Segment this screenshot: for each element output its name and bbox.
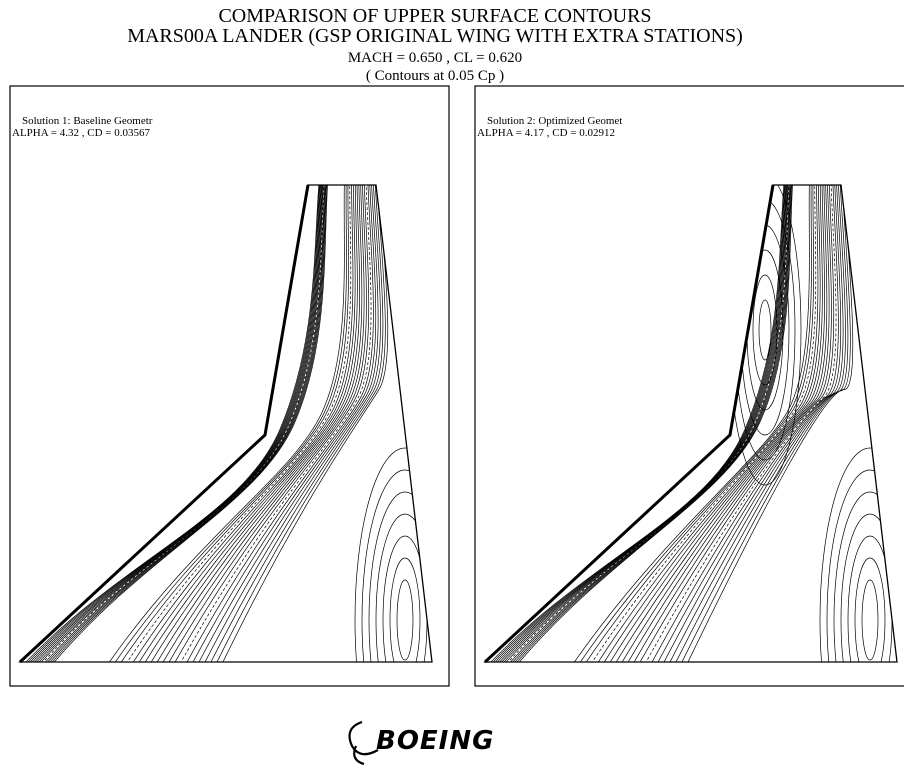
panel-label: Solution 1: Baseline Geometr — [22, 115, 153, 127]
contour-line — [197, 185, 379, 662]
contour-line — [52, 185, 329, 662]
contour-line — [508, 185, 791, 662]
contour-line — [45, 185, 327, 662]
conditions: MACH = 0.650 , CL = 0.620 — [348, 50, 522, 66]
contour-line — [28, 185, 321, 662]
leading-edge — [18, 184, 310, 664]
contour-line — [638, 185, 835, 662]
contour-line — [39, 185, 325, 662]
contour-line — [167, 185, 367, 662]
contour-line — [209, 185, 384, 662]
contour-line — [50, 185, 328, 662]
contour-line — [113, 185, 347, 662]
contour-loop — [840, 513, 897, 662]
contour-loop — [819, 447, 897, 662]
contours — [488, 185, 897, 662]
contour-line — [143, 185, 358, 662]
contour-loop — [375, 513, 432, 662]
contour-line — [602, 185, 821, 662]
contour-line — [32, 185, 323, 662]
contour-line — [493, 185, 786, 662]
contour-line — [30, 185, 322, 662]
contour-line — [125, 185, 352, 662]
contour-loop — [368, 491, 432, 662]
contour-line — [680, 185, 851, 662]
contour-line — [495, 185, 787, 662]
panel: Solution 2: Optimized Geomet ALPHA = 4.1… — [474, 85, 904, 687]
contour-line — [36, 185, 324, 662]
contour-line — [506, 185, 790, 662]
logo-text: BOEING — [376, 726, 494, 756]
contour-line — [650, 185, 839, 662]
contour-loop — [826, 469, 897, 662]
contour-line — [488, 185, 785, 662]
contour-line — [43, 185, 326, 662]
contour-line — [626, 185, 830, 662]
contour-loop — [854, 557, 886, 662]
contour-loop — [396, 579, 414, 661]
contour-loop — [361, 469, 432, 662]
contour-line — [512, 185, 792, 662]
contour-line — [47, 185, 327, 662]
contour-line — [572, 185, 810, 662]
contour-line — [149, 185, 360, 662]
logo-mark — [348, 720, 379, 766]
contour-line — [191, 185, 377, 662]
contour-line — [137, 185, 356, 662]
contour-loop — [752, 274, 778, 386]
contour-line — [686, 185, 854, 662]
panel-label: Solution 2: Optimized Geomet — [487, 115, 622, 127]
logo: BOEING — [348, 720, 494, 766]
contour-line — [501, 185, 789, 662]
panel-coefficients: ALPHA = 4.17 , CD = 0.02912 — [477, 127, 615, 139]
contour-line — [179, 185, 372, 662]
contour-line — [656, 185, 842, 662]
contours — [23, 185, 432, 662]
contour-line — [614, 185, 825, 662]
title-line: MARS00A LANDER (GSP ORIGINAL WING WITH E… — [127, 25, 743, 47]
panel: Solution 1: Baseline Geometr ALPHA = 4.3… — [9, 85, 450, 687]
contour-line — [590, 185, 817, 662]
contour-line — [185, 185, 374, 662]
contour-line — [161, 185, 365, 662]
contour-line — [517, 185, 794, 662]
contour-line — [644, 185, 837, 662]
contour-line — [510, 185, 792, 662]
contour-line — [155, 185, 363, 662]
contour-loop — [354, 447, 432, 662]
contour-loop — [758, 299, 772, 361]
contour-loop — [833, 491, 897, 662]
contour-line — [41, 185, 325, 662]
contour-line — [203, 185, 381, 662]
contour-line — [215, 185, 386, 662]
contour-loop — [389, 557, 421, 662]
contour-line — [34, 185, 323, 662]
contour-line — [620, 185, 828, 662]
contour-line — [173, 185, 370, 662]
contour-line — [504, 185, 790, 662]
contour-line — [23, 185, 320, 662]
contour-line — [490, 185, 786, 662]
contour-loop — [861, 579, 879, 661]
contour-line — [596, 185, 819, 662]
contour-line — [119, 185, 349, 662]
title-line: COMPARISON OF UPPER SURFACE CONTOURS — [218, 5, 651, 27]
contour-line — [499, 185, 788, 662]
leading-edge — [483, 184, 775, 664]
contour-line — [632, 185, 832, 662]
contour-line — [515, 185, 793, 662]
contour-note: ( Contours at 0.05 Cp ) — [366, 68, 504, 84]
panel-frame — [9, 85, 450, 687]
contour-line — [497, 185, 788, 662]
contour-line — [25, 185, 321, 662]
contour-line — [131, 185, 354, 662]
contour-line — [107, 185, 345, 662]
contour-line — [608, 185, 823, 662]
panel-coefficients: ALPHA = 4.32 , CD = 0.03567 — [12, 127, 150, 139]
panel-frame — [474, 85, 904, 687]
contour-line — [584, 185, 814, 662]
